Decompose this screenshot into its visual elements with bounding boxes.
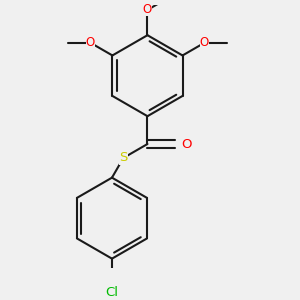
Text: O: O xyxy=(143,3,152,16)
Text: O: O xyxy=(182,137,192,151)
Text: O: O xyxy=(200,36,209,49)
Text: S: S xyxy=(119,152,128,164)
Text: O: O xyxy=(86,36,95,49)
Text: Cl: Cl xyxy=(106,286,118,299)
